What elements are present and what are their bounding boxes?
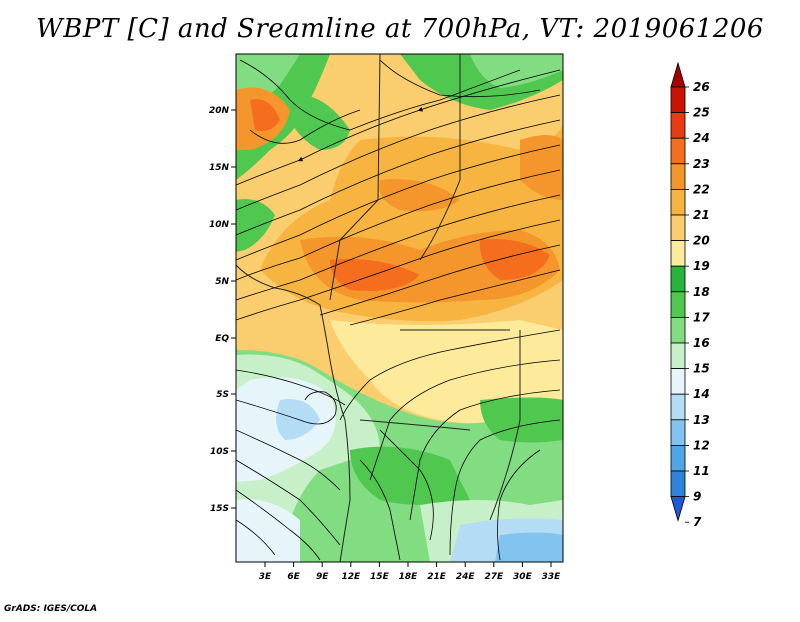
colorbar-bottom-arrow	[670, 496, 686, 523]
lat-label: 15S	[210, 504, 229, 514]
chart-title: WBPT [C] and Sreamline at 700hPa, VT: 20…	[36, 14, 764, 44]
lat-label: 15N	[209, 163, 230, 173]
lon-label: 3E	[259, 572, 272, 582]
colorbar-label: 18	[693, 285, 710, 299]
lon-label: 21E	[427, 572, 447, 582]
colorbar-label: 12	[693, 438, 710, 452]
colorbar-label: 16	[693, 336, 710, 350]
colorbar: 26 25 24 23 22 21 20 19 18 17 16 15 14 13 12 11 9 7	[670, 61, 710, 529]
lat-label: 10N	[209, 220, 230, 230]
colorbar-label: 25	[693, 106, 710, 120]
longitude-labels: 3E 6E 9E 12E 15E 18E 21E 24E 27E 30E 33E	[259, 562, 561, 582]
lon-label: 24E	[456, 572, 476, 582]
colorbar-swatch	[670, 214, 686, 242]
lat-label: 20N	[209, 106, 230, 116]
colorbar-swatch	[670, 444, 686, 472]
lat-label: EQ	[215, 334, 229, 344]
lon-label: 12E	[341, 572, 361, 582]
colorbar-swatch	[670, 291, 686, 318]
colorbar-swatch	[670, 368, 686, 395]
colorbar-swatch	[670, 342, 686, 370]
wbpt-shading	[236, 54, 563, 562]
lon-label: 30E	[513, 572, 533, 582]
lon-label: 27E	[484, 572, 504, 582]
colorbar-swatch	[670, 188, 686, 216]
colorbar-label: 24	[693, 131, 710, 145]
colorbar-label: 21	[693, 208, 710, 222]
footer-credit: GrADS: IGES/COLA	[4, 604, 98, 614]
colorbar-label: 15	[693, 362, 710, 376]
lon-label: 6E	[287, 572, 300, 582]
colorbar-label: 22	[693, 182, 710, 196]
colorbar-swatch	[670, 163, 686, 190]
colorbar-label: 26	[693, 80, 710, 94]
colorbar-swatch	[670, 240, 686, 267]
lon-label: 18E	[399, 572, 419, 582]
lat-label: 5N	[215, 277, 229, 287]
streamlines	[236, 59, 561, 561]
lon-label: 15E	[370, 572, 390, 582]
colorbar-swatch	[670, 393, 686, 421]
colorbar-swatch	[670, 419, 686, 446]
colorbar-label: 11	[693, 464, 710, 478]
latitude-labels: 20N 15N 10N 5N EQ 5S 10S 15S	[209, 106, 236, 514]
coastlines-borders	[236, 54, 521, 562]
lat-label: 10S	[210, 447, 229, 457]
colorbar-label: 23	[693, 157, 710, 171]
colorbar-swatch	[670, 470, 686, 498]
colorbar-label: 17	[693, 310, 710, 324]
lon-label: 9E	[316, 572, 329, 582]
colorbar-swatch	[670, 316, 686, 344]
lon-label: 33E	[542, 572, 562, 582]
map-frame	[235, 53, 564, 563]
colorbar-label: 19	[693, 259, 710, 273]
lat-label: 5S	[216, 390, 229, 400]
colorbar-swatch	[670, 112, 686, 139]
colorbar-top-arrow	[670, 61, 686, 88]
colorbar-label: 20	[693, 234, 710, 248]
colorbar-swatch	[670, 137, 686, 165]
colorbar-label: 14	[693, 387, 710, 401]
colorbar-swatch	[670, 265, 686, 293]
colorbar-label: 7	[693, 515, 702, 529]
colorbar-label: 13	[693, 413, 710, 427]
colorbar-swatch	[670, 86, 686, 114]
colorbar-label: 9	[693, 490, 701, 504]
